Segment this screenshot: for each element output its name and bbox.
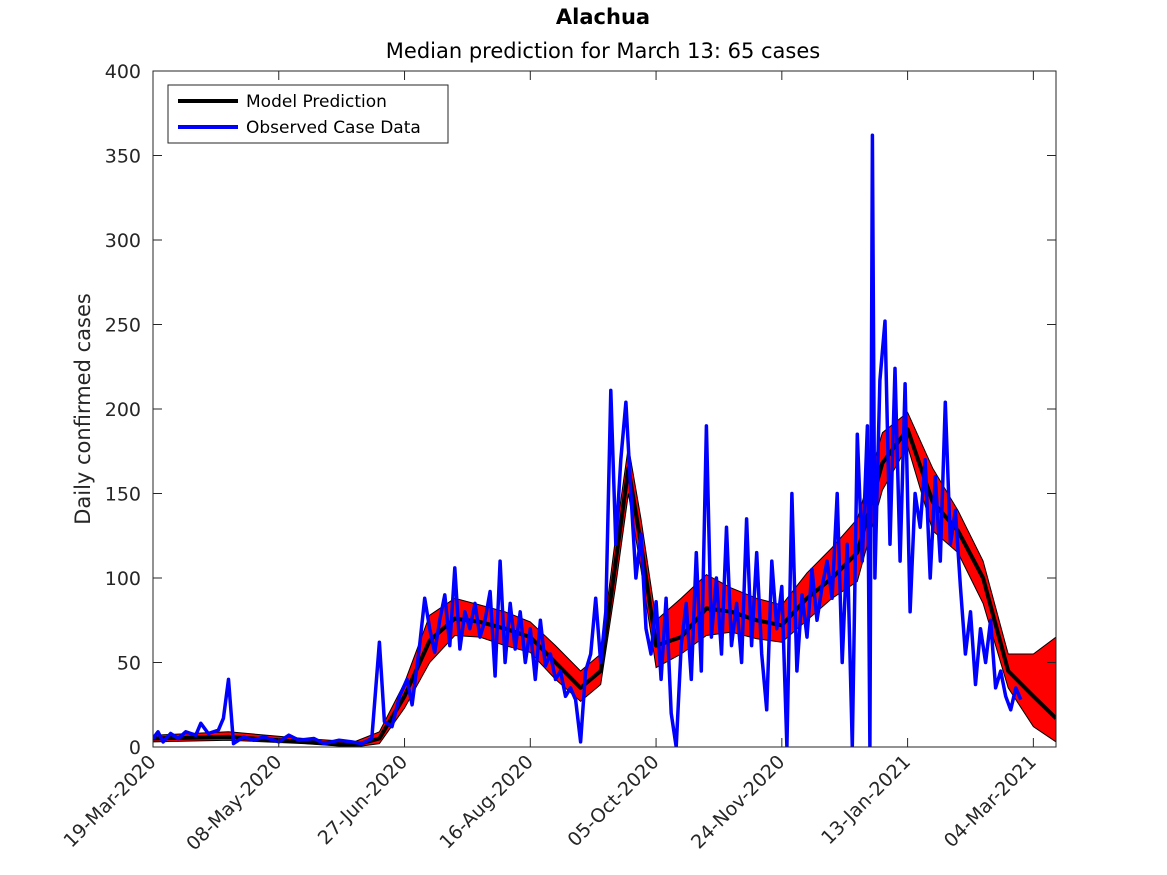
- y-tick-label: 0: [129, 737, 141, 759]
- y-tick-label: 350: [105, 146, 141, 168]
- legend-box: [167, 84, 449, 144]
- y-tick-label: 150: [105, 484, 141, 506]
- y-tick-label: 400: [105, 61, 141, 83]
- y-tick-label: 250: [105, 315, 141, 337]
- y-tick-label: 200: [105, 399, 141, 421]
- y-tick-label: 100: [105, 568, 141, 590]
- chart-title: Alachua: [556, 5, 650, 29]
- legend-model-label: Model Prediction: [246, 92, 387, 112]
- chart-subtitle: Median prediction for March 13: 65 cases: [386, 39, 820, 63]
- prediction-band: [153, 411, 1056, 747]
- y-tick-label: 300: [105, 230, 141, 252]
- y-tick-label: 50: [117, 653, 141, 675]
- y-axis-label: Daily confirmed cases: [71, 293, 95, 525]
- legend-observed-label: Observed Case Data: [246, 118, 421, 138]
- y-axis: 0 50 100 150 200 250 300 350 400: [105, 61, 1056, 759]
- legend: Model Prediction Observed Case Data: [167, 84, 449, 144]
- plot-content: [153, 133, 1056, 747]
- series-observed-case-data-line: [153, 133, 1023, 747]
